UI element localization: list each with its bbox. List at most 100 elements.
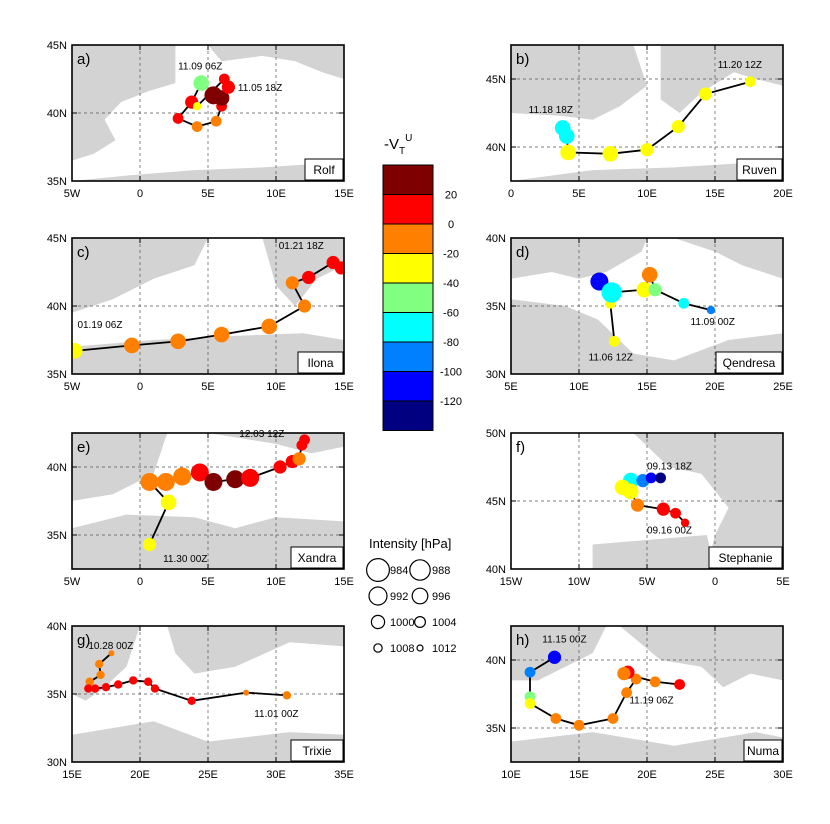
track-point (170, 333, 186, 350)
y-tick-label: 35N (486, 301, 506, 313)
track-point (108, 650, 115, 657)
panel-trixie: 10.28 00Z 11.01 00Z 15E 20E 25E 30E 35E 30N 35N 4… (47, 621, 354, 781)
intensity-legend-circle (414, 615, 427, 628)
land (592, 433, 783, 569)
track-point (243, 689, 250, 696)
colorbar-tick-label: 20 (445, 190, 457, 202)
colorbar-title-sup: U (405, 133, 412, 144)
intensity-legend-circle (411, 587, 429, 605)
gridlines (72, 238, 344, 374)
track-point (114, 680, 123, 689)
y-tick-label: 40N (486, 564, 506, 576)
track-point (671, 120, 685, 134)
x-tick-label: 5W (64, 188, 81, 200)
track-point (213, 326, 230, 343)
intensity-legend: Intensity [hPa] 984 988 992 996 1000 1004 1008… (366, 536, 456, 655)
track-annotation: 11.20 12Z (718, 60, 762, 71)
track-point (218, 73, 230, 85)
storm-track-points (524, 650, 686, 731)
y-tick-label: 45N (486, 74, 506, 86)
track-annotation: 11.09 00Z (691, 317, 735, 328)
x-tick-label: 5E (201, 576, 214, 588)
intensity-legend-label: 1012 (432, 643, 456, 655)
storm-track-points (554, 76, 756, 162)
track-point (292, 452, 306, 466)
track-annotation: 10.28 00Z (88, 641, 133, 652)
track-point (140, 472, 159, 491)
track-point (648, 283, 662, 297)
track-point (72, 343, 83, 359)
colorbar-tick-label: -20 (443, 249, 459, 261)
x-tick-label: 15E (334, 188, 354, 200)
track-point (608, 335, 620, 347)
x-tick-label: 20E (705, 381, 725, 393)
track-annotation: 11.15 00Z (542, 634, 586, 645)
panel-letter: a) (77, 51, 90, 68)
land-mass (633, 433, 783, 569)
storm-track-points (84, 650, 292, 705)
track-annotation: 01.21 18Z (279, 241, 324, 252)
intensity-legend-label: 1008 (390, 643, 414, 655)
track-point (640, 143, 654, 157)
storm-track-line (74, 261, 342, 352)
panel-qendresa: 11.09 00Z 11.06 12Z 5E 10E 15E 20E 25E 30N 35N 40… (486, 233, 793, 393)
x-tick-label: 0 (508, 188, 514, 200)
x-tick-label: 5E (201, 188, 214, 200)
land-mass (262, 238, 344, 306)
track-point (129, 676, 138, 685)
cyclone-name-box (290, 739, 344, 762)
intensity-legend-label: 992 (390, 591, 408, 603)
colorbar: -VTU 20 0 -20 -40 -60 -80 -100 -120 (382, 133, 462, 431)
colorbar-tick-label: -100 (440, 367, 462, 379)
gridlines (511, 626, 783, 762)
track-point (524, 698, 536, 709)
track-point (550, 713, 562, 724)
track-annotation: 11.05 18Z (238, 83, 282, 94)
track-point (124, 337, 140, 354)
y-tick-label: 35N (47, 689, 67, 701)
colorbar-bin (382, 371, 434, 402)
colorbar-bin (382, 223, 434, 254)
track-point (273, 460, 287, 474)
track-point (706, 305, 716, 315)
storm-track-points (614, 472, 690, 527)
y-tick-label: 40N (486, 655, 506, 667)
x-tick-label: 25E (198, 769, 218, 781)
track-point (560, 144, 576, 161)
track-point (524, 666, 536, 678)
track-point (607, 713, 619, 724)
track-point (573, 719, 585, 731)
cyclone-name: Xandra (298, 551, 337, 565)
track-point (96, 670, 105, 680)
x-tick-label: 30E (773, 769, 793, 781)
y-tick-label: 40N (47, 621, 67, 633)
colorbar-tick-label: -40 (443, 278, 459, 290)
track-point (617, 667, 631, 681)
track-point (172, 113, 184, 124)
colorbar-bin (382, 164, 434, 195)
track-point (101, 683, 111, 692)
cyclone-name-box (304, 158, 344, 181)
x-tick-label: 30E (266, 769, 286, 781)
track-point (190, 463, 209, 482)
colorbar-bin (382, 194, 434, 225)
colorbar-bin (382, 253, 434, 284)
intensity-legend-circle (368, 586, 388, 606)
track-annotation: 11.01 00Z (254, 709, 298, 720)
panel-xandra: 12.03 12Z 11.30 00Z 5W 0 5E 10E 15E 35N 40N e) Xan… (47, 429, 354, 588)
y-tick-label: 40N (47, 108, 67, 120)
y-tick-label: 40N (486, 142, 506, 154)
x-tick-label: 10E (637, 188, 657, 200)
storm-track-points (72, 255, 344, 359)
y-tick-label: 40N (47, 462, 67, 474)
track-point (602, 146, 619, 162)
track-point (636, 281, 653, 298)
x-tick-label: 5E (572, 188, 585, 200)
track-point (187, 696, 196, 705)
x-tick-label: 5E (504, 381, 517, 393)
land-mass (208, 45, 344, 79)
track-point (210, 115, 222, 127)
land-mass (674, 238, 783, 279)
x-tick-label: 25E (705, 769, 725, 781)
y-tick-label: 45N (486, 496, 506, 508)
